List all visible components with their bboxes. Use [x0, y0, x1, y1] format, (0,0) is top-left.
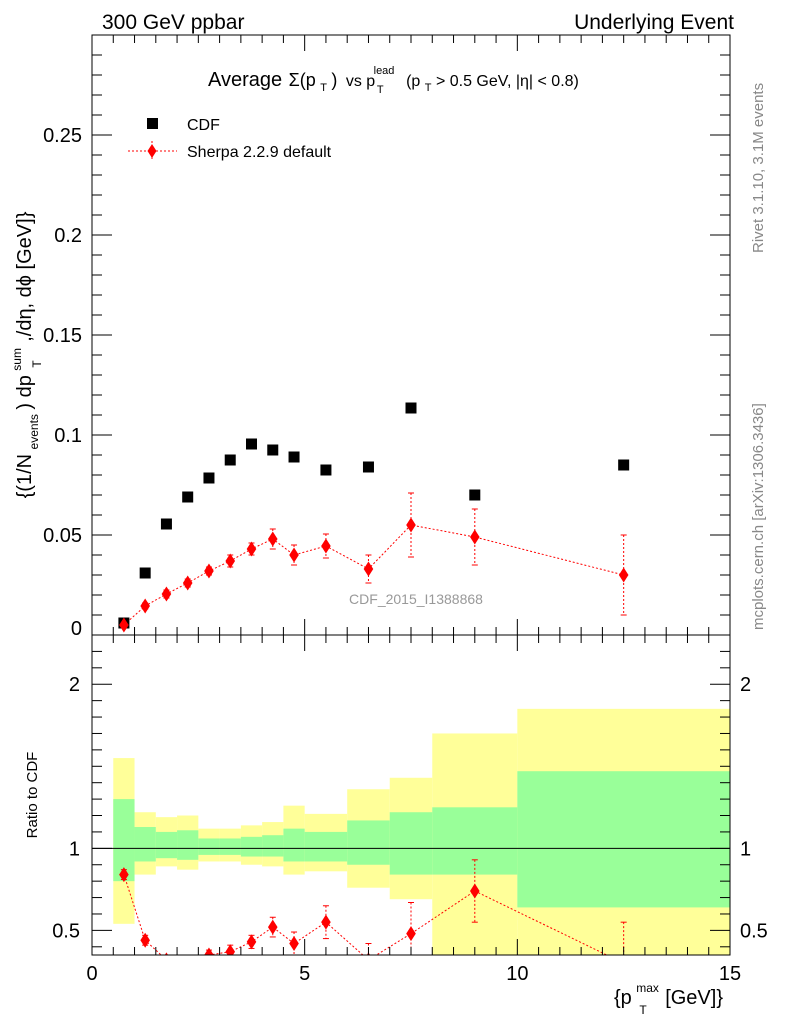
legend: CDF Sherpa 2.2.9 default: [128, 117, 332, 161]
sherpa-ratio-point: [470, 883, 480, 899]
main-panel: 0 0.05 0.1 0.15 0.2 0.25 Average Σ(p T ) vs p…: [8, 34, 731, 640]
legend-cdf-label: CDF: [187, 117, 220, 134]
sherpa-data-point: [618, 567, 629, 583]
x-tick-label: 10: [506, 963, 528, 985]
ratio-y-tick-label-left: 0.5: [52, 920, 80, 942]
sherpa-data-point: [289, 547, 299, 563]
sherpa-data-point: [204, 563, 214, 579]
y-tick-label: 0.25: [43, 125, 82, 147]
sherpa-ratio-point: [619, 956, 629, 971]
rivet-version-label: Rivet 3.1.10, 3.1M events: [750, 83, 767, 253]
inner-uncertainty-band: [262, 835, 284, 857]
sherpa-data-point: [182, 575, 193, 591]
ratio-y-tick-label-left: 1: [69, 838, 80, 860]
cdf-data-point: [320, 464, 332, 476]
sherpa-ratio-point: [225, 944, 236, 955]
ratio-axis-ticks: [91, 635, 731, 955]
inner-uncertainty-band: [304, 831, 348, 862]
mcplots-label: mcplots.cern.ch [arXiv:1306.3436]: [750, 403, 767, 630]
sherpa-data-point: [246, 541, 257, 557]
y-tick-label: 0.15: [43, 325, 82, 347]
inner-uncertainty-band: [347, 820, 390, 865]
inner-uncertainty-band: [240, 836, 263, 857]
x-tick-label: 5: [299, 963, 310, 985]
ratio-y-tick-label-right: 2: [740, 674, 751, 696]
sherpa-ratio-markers: [119, 867, 629, 974]
y-tick-label: 0: [71, 618, 82, 640]
sherpa-ratio-point: [119, 867, 129, 883]
header-left-label: 300 GeV ppbar: [102, 11, 244, 34]
inner-uncertainty-band: [219, 838, 241, 855]
ratio-y-tick-label-right: 1: [740, 838, 751, 860]
ratio-panel: 0.5 0.5 1 1 2 2 0 5 10 15 Ratio to CDF {p max T …: [24, 634, 768, 1018]
main-plot-area: [118, 402, 630, 633]
sherpa-ratio-point: [164, 952, 169, 955]
inner-uncertainty-band: [113, 799, 135, 882]
inner-uncertainty-band: [432, 807, 518, 875]
sherpa-data-point: [406, 517, 416, 533]
sherpa-ratio-point: [321, 914, 331, 930]
sherpa-ratio-point: [204, 947, 214, 955]
inner-uncertainty-band: [198, 838, 220, 855]
x-tick-label: 0: [86, 963, 97, 985]
cdf-data-point: [224, 454, 236, 466]
cdf-data-point: [362, 461, 374, 473]
sherpa-markers: [119, 517, 629, 633]
cdf-data-point: [160, 518, 172, 530]
cdf-data-point: [246, 438, 257, 450]
sherpa-data-point: [321, 538, 331, 554]
analysis-watermark: CDF_2015_I1388868: [349, 591, 483, 607]
ratio-y-tick-label-left: 2: [69, 674, 80, 696]
y-tick-label: 0.1: [54, 425, 82, 447]
cdf-data-point: [139, 567, 151, 579]
y-tick-label: 0.2: [54, 225, 82, 247]
sherpa-data-point: [267, 531, 278, 547]
sherpa-data-point: [225, 553, 236, 569]
cdf-data-point: [405, 402, 417, 414]
main-y-axis-label: {(1/N events ) dp sum T ,/dη, dϕ [GeV]}: [8, 211, 45, 498]
sherpa-ratio-point: [289, 936, 299, 952]
sherpa-ratio-point: [183, 959, 193, 974]
y-tick-label: 0.05: [43, 525, 82, 547]
sherpa-data-point: [470, 529, 480, 545]
x-tick-labels: 0 5 10 15: [86, 963, 741, 985]
cdf-data-point: [618, 459, 630, 471]
x-tick-label: 15: [719, 963, 741, 985]
main-title: Average Σ(p T ) vs p lead T (p T > 0.5 G…: [208, 61, 579, 97]
header-right-label: Underlying Event: [574, 11, 734, 34]
inner-uncertainty-band: [517, 771, 730, 908]
sherpa-ratio-point: [140, 932, 150, 948]
sherpa-data-point: [140, 598, 150, 614]
legend-sherpa-marker: [147, 144, 157, 158]
sherpa-data-point: [161, 586, 172, 602]
sherpa-data-point: [363, 561, 374, 577]
cdf-data-point: [267, 444, 279, 456]
cdf-data-point: [203, 472, 215, 484]
ratio-y-axis-label: Ratio to CDF: [24, 752, 41, 839]
inner-uncertainty-band: [134, 827, 156, 862]
sherpa-ratio-point: [246, 934, 257, 950]
legend-cdf-marker: [147, 118, 158, 129]
sherpa-connecting-line: [123, 524, 624, 626]
inner-uncertainty-band: [177, 830, 199, 860]
sherpa-data-point: [119, 617, 129, 633]
ratio-y-tick-label-right: 0.5: [740, 920, 768, 942]
ratio-y-tick-labels: 0.5 0.5 1 1 2 2: [52, 674, 768, 942]
inner-uncertainty-band: [389, 812, 433, 875]
sherpa-ratio-point: [267, 919, 278, 935]
ratio-plot-area: [92, 708, 730, 974]
cdf-data-point: [469, 489, 481, 501]
legend-sherpa-label: Sherpa 2.2.9 default: [187, 144, 332, 161]
cdf-data-point: [288, 451, 300, 463]
inner-uncertainty-band: [283, 828, 305, 862]
sherpa-ratio-point: [406, 926, 416, 942]
uncertainty-bands: [113, 708, 730, 955]
inner-uncertainty-band: [155, 831, 178, 859]
main-y-tick-labels: 0 0.05 0.1 0.15 0.2 0.25: [43, 125, 82, 640]
x-axis-label: {p max T [GeV]}: [614, 979, 723, 1018]
cdf-data-point: [182, 491, 194, 503]
